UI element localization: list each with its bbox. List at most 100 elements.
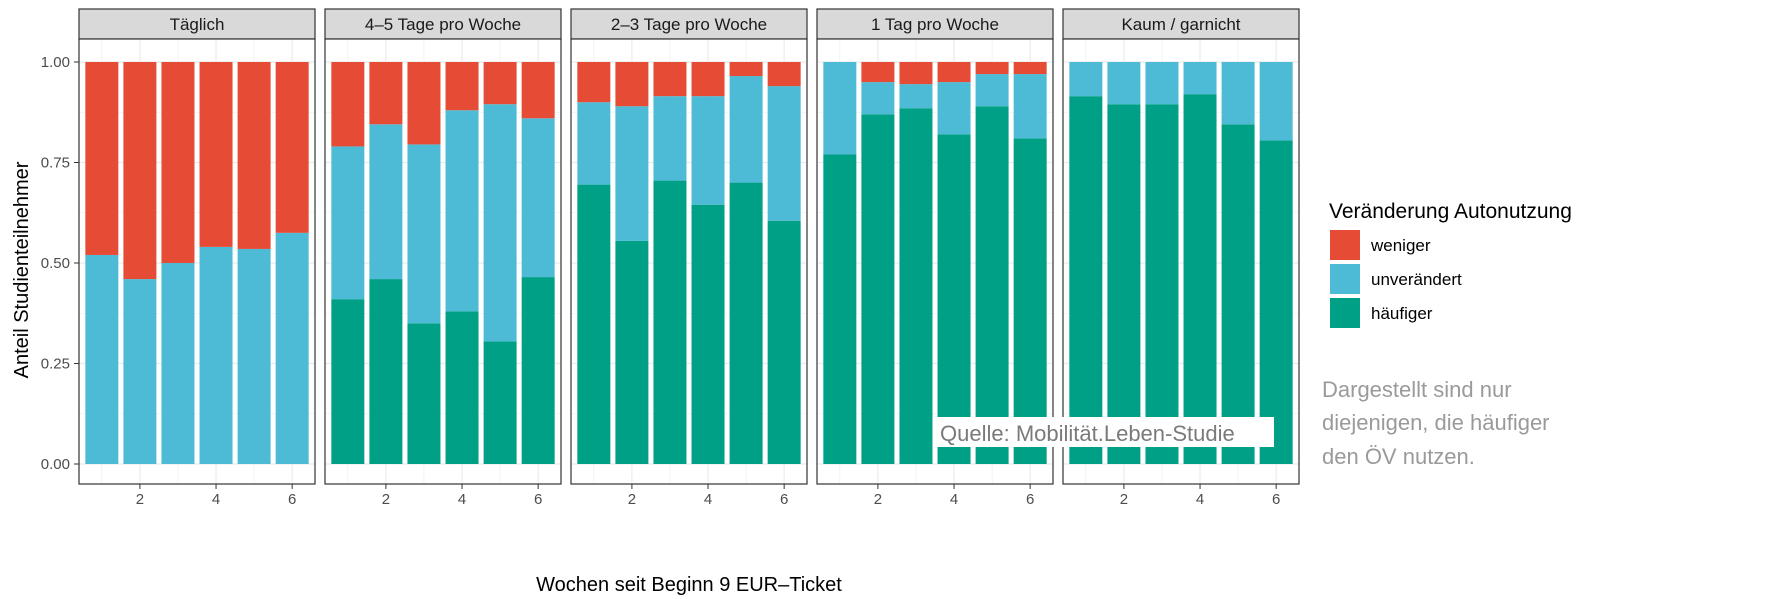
bar-segment-unveraendert: [615, 106, 649, 241]
facet-strip: [78, 8, 316, 40]
bar-segment-haeufiger: [1107, 104, 1141, 465]
note-line: den ÖV nutzen.: [1322, 444, 1475, 469]
bar-segment-unveraendert: [199, 246, 233, 464]
bar-segment-unveraendert: [1221, 62, 1255, 125]
bar-segment-haeufiger: [1259, 140, 1293, 464]
facet-strip-label: Kaum / garnicht: [1121, 15, 1240, 34]
x-tick-label: 2: [382, 491, 390, 508]
x-tick-label: 4: [1196, 491, 1204, 508]
bar-segment-haeufiger: [577, 184, 611, 465]
facet-panel: Kaum / garnicht 2 4 6: [1062, 8, 1300, 508]
legend-key: [1330, 264, 1360, 294]
legend-label: häufiger: [1371, 304, 1433, 323]
facet-strip: [816, 8, 1054, 40]
facet-strip: [1062, 8, 1300, 40]
bar-segment-haeufiger: [1145, 104, 1179, 465]
y-tick-label: 0.75: [41, 155, 70, 172]
x-tick-label: 6: [534, 491, 542, 508]
x-tick-label: 6: [780, 491, 788, 508]
source-label-background: [936, 417, 1274, 447]
bar-segment-haeufiger: [691, 204, 725, 464]
y-tick-label: 0.25: [41, 356, 70, 373]
facet-strip: [570, 8, 808, 40]
bar-segment-weniger: [407, 62, 441, 145]
x-tick-label: 6: [288, 491, 296, 508]
bar-segment-weniger: [1013, 62, 1047, 75]
facet-panel: 1 Tag pro Woche 2 4 6: [816, 8, 1054, 508]
legend-label: weniger: [1370, 236, 1431, 255]
bar-segment-weniger: [199, 62, 233, 247]
facet-panel: 4–5 Tage pro Woche 2 4 6: [324, 8, 562, 508]
bar-segment-weniger: [521, 62, 555, 119]
bar-segment-unveraendert: [1013, 74, 1047, 139]
legend-title: Veränderung Autonutzung: [1329, 200, 1572, 223]
bar-segment-unveraendert: [1145, 62, 1179, 105]
facet-strip-label: 4–5 Tage pro Woche: [365, 15, 521, 34]
x-tick-label: 2: [628, 491, 636, 508]
bar-segment-weniger: [161, 62, 195, 263]
panel-border: [816, 38, 1054, 485]
facet-strip-label: 1 Tag pro Woche: [871, 15, 999, 34]
bar-segment-weniger: [237, 62, 271, 249]
bar-segment-unveraendert: [445, 110, 479, 312]
facet-strip: [324, 8, 562, 40]
bar-segment-haeufiger: [445, 311, 479, 464]
panel-border: [1062, 38, 1300, 485]
bar-segment-haeufiger: [615, 240, 649, 464]
x-tick-label: 4: [950, 491, 958, 508]
bar-segment-weniger: [975, 62, 1009, 75]
bar-segment-unveraendert: [861, 82, 895, 115]
bar-segment-unveraendert: [521, 118, 555, 278]
note-line: diejenigen, die häufiger: [1322, 410, 1550, 435]
bar-segment-unveraendert: [407, 144, 441, 324]
bar-segment-weniger: [729, 62, 763, 77]
bar-segment-haeufiger: [653, 180, 687, 464]
bar-segment-haeufiger: [937, 134, 971, 465]
bar-segment-haeufiger: [331, 299, 365, 464]
legend-key: [1330, 230, 1360, 260]
y-tick-label: 1.00: [41, 54, 70, 71]
bar-segment-unveraendert: [1259, 62, 1293, 141]
bar-segment-weniger: [369, 62, 403, 125]
bar-segment-haeufiger: [407, 323, 441, 464]
bar-segment-haeufiger: [975, 106, 1009, 464]
bar-segment-unveraendert: [899, 84, 933, 109]
bar-segment-weniger: [445, 62, 479, 111]
bar-segment-weniger: [123, 62, 157, 280]
bar-segment-unveraendert: [275, 232, 309, 464]
bar-segment-haeufiger: [729, 182, 763, 464]
bar-segment-haeufiger: [1183, 94, 1217, 464]
y-tick-label: 0.50: [41, 255, 70, 272]
bar-segment-unveraendert: [691, 96, 725, 205]
note-line: Dargestellt sind nur: [1322, 377, 1512, 402]
x-axis-title: Wochen seit Beginn 9 EUR–Ticket: [536, 574, 842, 596]
bar-segment-weniger: [767, 62, 801, 87]
caption-note: Dargestellt sind nur diejenigen, die häu…: [1322, 377, 1550, 469]
bar-segment-haeufiger: [369, 279, 403, 464]
bar-segment-weniger: [899, 62, 933, 85]
legend-label: unverändert: [1371, 270, 1462, 289]
bar-segment-weniger: [577, 62, 611, 103]
legend-key: [1330, 298, 1360, 328]
x-tick-label: 2: [136, 491, 144, 508]
bar-segment-unveraendert: [123, 279, 157, 464]
bar-segment-weniger: [937, 62, 971, 83]
bar-segment-unveraendert: [937, 82, 971, 135]
bar-segment-unveraendert: [975, 74, 1009, 107]
bar-segment-unveraendert: [369, 124, 403, 280]
x-tick-label: 2: [874, 491, 882, 508]
bar-segment-weniger: [691, 62, 725, 97]
bar-segment-unveraendert: [823, 62, 857, 155]
x-tick-label: 2: [1120, 491, 1128, 508]
bar-segment-haeufiger: [483, 341, 517, 464]
y-tick-label: 0.00: [41, 456, 70, 473]
x-tick-label: 4: [458, 491, 466, 508]
bar-segment-unveraendert: [653, 96, 687, 181]
bar-segment-unveraendert: [483, 104, 517, 342]
x-tick-label: 6: [1026, 491, 1034, 508]
panel-border: [570, 38, 808, 485]
bar-segment-unveraendert: [85, 254, 119, 464]
bar-segment-unveraendert: [237, 248, 271, 464]
